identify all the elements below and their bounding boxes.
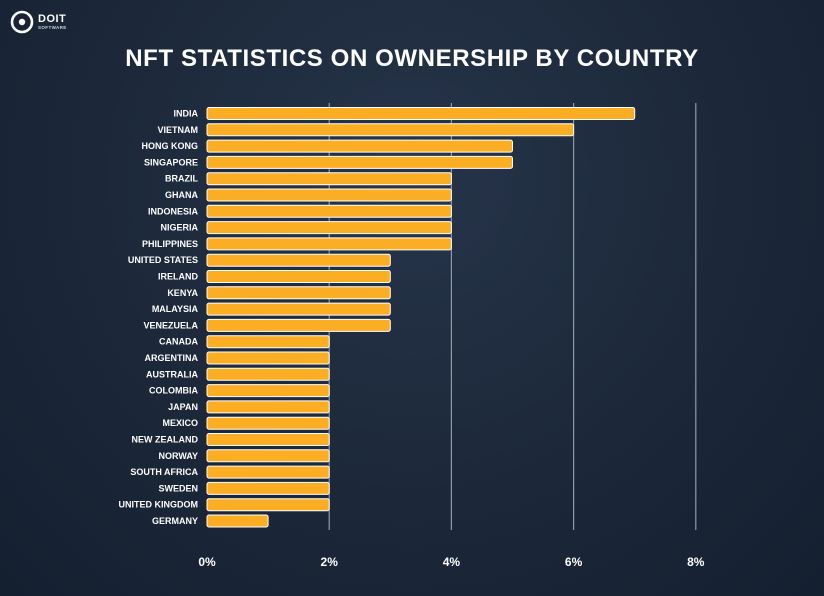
category-label: UNITED KINGDOM [119,500,199,510]
x-tick-label: 4% [443,555,461,569]
x-tick-label: 8% [687,555,705,569]
bar [206,237,452,251]
bar [206,139,513,153]
category-label: MALAYSIA [152,304,199,314]
bar [206,123,575,137]
category-label: UNITED STATES [128,255,198,265]
x-tick-label: 6% [565,555,583,569]
category-label: ARGENTINA [145,353,199,363]
category-label: GERMANY [152,516,198,526]
category-label: NIGERIA [160,223,198,233]
category-label: BRAZIL [165,174,198,184]
x-tick-label: 0% [198,555,216,569]
category-label: SOUTH AFRICA [130,467,198,477]
category-label: VENEZUELA [143,320,198,330]
brand-logo: DOIT SOFTWARE [10,10,67,34]
category-label: INDIA [174,109,199,119]
bar [206,302,391,316]
bar [206,172,452,186]
category-label: SWEDEN [158,483,198,493]
bar [206,481,330,495]
bar [206,188,452,202]
bar [206,514,269,528]
bar [206,384,330,398]
bar [206,270,391,283]
category-label: MEXICO [162,418,198,428]
bar [206,335,330,349]
bar [206,449,330,463]
category-label: PHILIPPINES [142,239,198,249]
bar [206,416,330,430]
brand-name: DOIT [38,12,67,25]
bars-group [206,107,636,528]
bar [206,286,391,300]
category-label: COLOMBIA [149,386,198,396]
category-label: NEW ZEALAND [132,435,199,445]
bar [206,204,452,218]
bar [206,400,330,414]
brand-tagline: SOFTWARE [38,24,67,30]
category-label: CANADA [159,337,198,347]
category-label: IRELAND [158,272,198,282]
bar [206,318,391,332]
bar [206,107,636,120]
x-tick-label: 2% [321,555,339,569]
chart-title: NFT STATISTICS ON OWNERSHIP BY COUNTRY [125,45,699,72]
category-label: AUSTRALIA [146,369,198,379]
bar [206,221,452,235]
category-labels: INDIA VIETNAM HONG KONG SINGAPORE BRAZIL GHAN… [119,109,199,527]
doit-logo-icon [10,10,34,34]
bar [206,498,330,512]
bar [206,465,330,479]
category-label: KENYA [167,288,198,298]
category-label: INDONESIA [148,206,199,216]
category-label: SINGAPORE [144,157,198,167]
x-axis-tick-labels: 0% 2% 4% 6% 8% [198,555,704,569]
category-label: JAPAN [168,402,198,412]
category-label: NORWAY [158,451,198,461]
bar [206,351,330,365]
category-label: VIETNAM [158,125,199,135]
bar [206,253,391,267]
category-label: HONG KONG [141,141,198,151]
category-label: GHANA [165,190,198,200]
bar [206,367,330,381]
bar [206,155,513,169]
bar [206,433,330,446]
